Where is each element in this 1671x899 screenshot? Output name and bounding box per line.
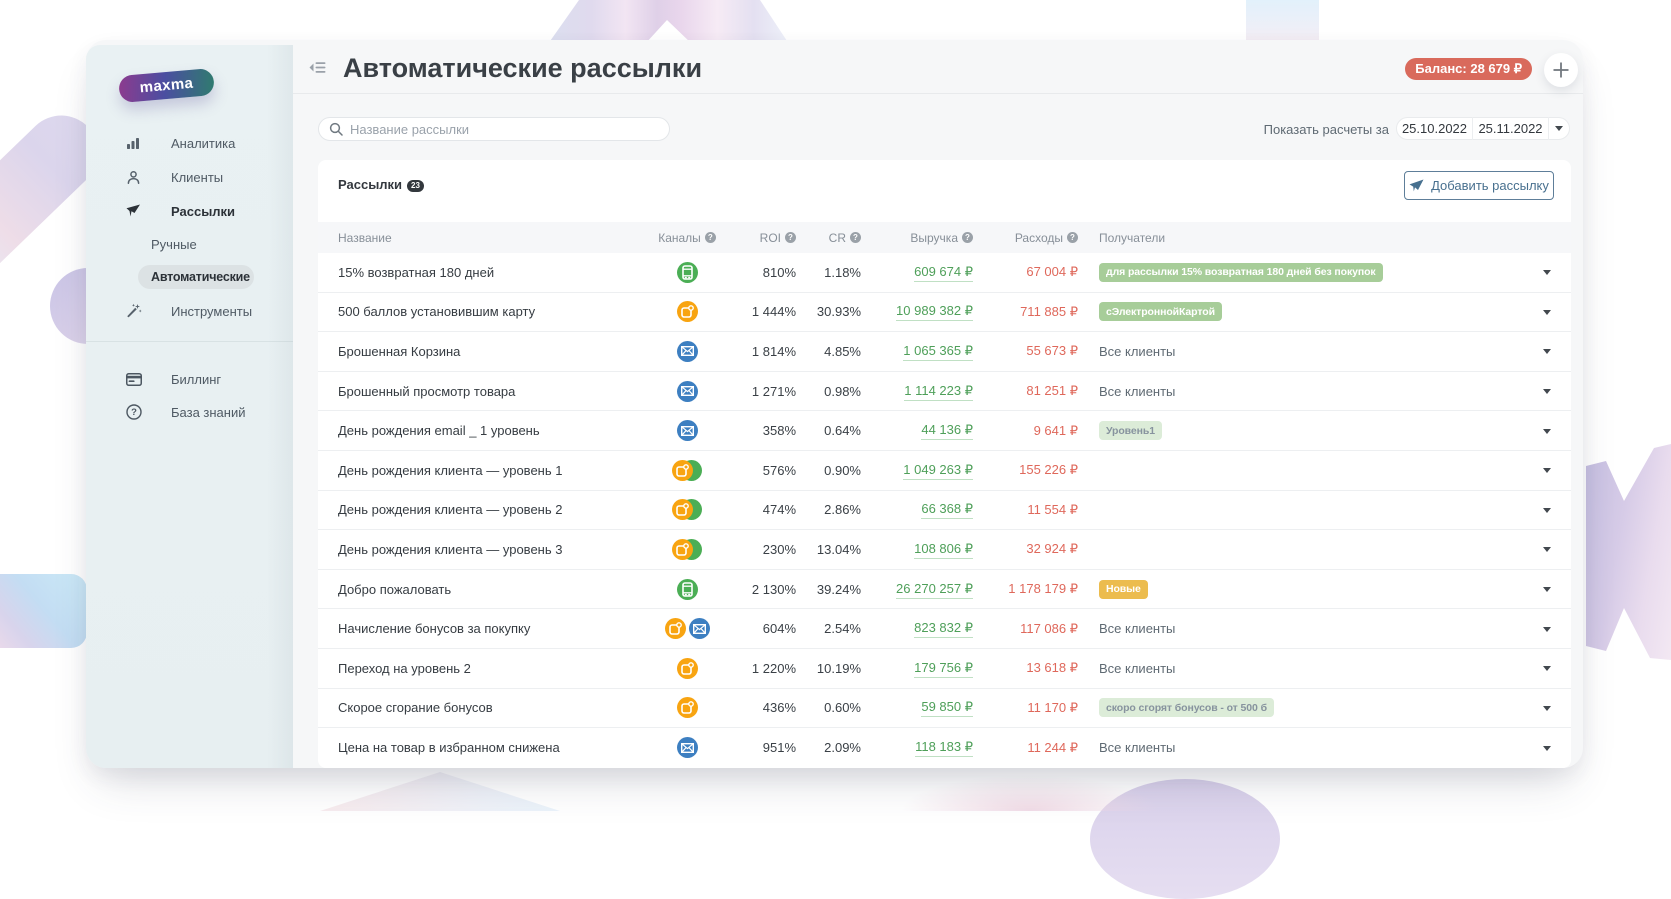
svg-text:?: ? <box>131 407 137 418</box>
